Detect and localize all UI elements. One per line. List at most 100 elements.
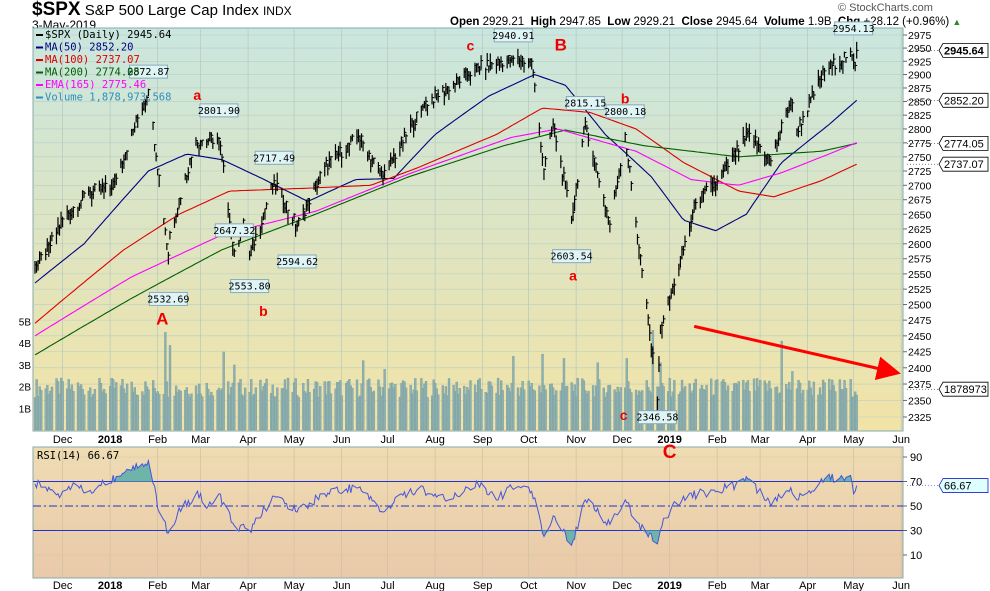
ma-value-tag: 2737.07 [907, 156, 989, 172]
volume-bar [40, 390, 43, 431]
price-annotation: 2815.15 [564, 96, 606, 111]
volume-bar [490, 385, 494, 431]
rsi-tick-label: 30 [910, 526, 922, 538]
time-tick-label: Jul [381, 580, 395, 591]
price-tick-label: 2975 [908, 30, 932, 42]
time-tick-label: Feb [708, 580, 727, 591]
annotation-value: 2815.15 [564, 99, 606, 110]
wave-label: c [466, 37, 474, 53]
time-tick-label: Aug [425, 434, 445, 446]
price-tick-label: 2600 [908, 239, 932, 251]
series-line-ma200 [34, 129, 857, 356]
annotation-value: 2553.80 [229, 282, 271, 293]
volume-bar [50, 386, 54, 431]
volume-bar [544, 389, 547, 431]
high-value: 2947.85 [559, 16, 601, 28]
price-annotation: 2717.49 [253, 150, 295, 165]
time-tick-label: Dec [53, 434, 73, 446]
price-panel [32, 27, 904, 432]
wave-label: a [193, 87, 201, 103]
legend-text: $SPX (Daily) 2945.64 [45, 29, 171, 41]
annotation-box [214, 223, 254, 238]
last-price-tag-box [938, 42, 989, 58]
annotation-value: 2801.90 [198, 106, 240, 117]
annotation-box [605, 104, 645, 119]
time-tick-label: Dec [612, 580, 632, 591]
annotation-value: 2346.58 [636, 413, 678, 424]
volume-bar [297, 397, 300, 431]
wave-label: a [569, 268, 577, 284]
annotation-box [128, 64, 168, 79]
price-tick-label: 2500 [908, 300, 932, 312]
volume-bar [222, 351, 225, 431]
chart-title: $SPX S&P 500 Large Cap Index INDX [32, 0, 292, 21]
volume-bar [469, 380, 472, 431]
volume-bar [844, 388, 848, 431]
volume-bar [115, 382, 118, 431]
volume-value-tag-text: 1878973 [944, 384, 987, 396]
ma-value-tag-box [938, 156, 989, 172]
annotation-box [254, 150, 294, 165]
volume-bar [651, 330, 655, 431]
time-tick-label: Dec [53, 580, 73, 591]
legend-text: MA(50) 2852.20 [45, 42, 134, 54]
time-tick-label: 2019 [657, 434, 681, 446]
time-tick-label: May [284, 434, 305, 446]
volume-bar [447, 378, 451, 431]
time-tick-label: 2019 [657, 580, 681, 591]
volume-bar [801, 389, 805, 431]
volume-bar [812, 381, 816, 431]
volume-bar [619, 387, 622, 431]
volume-bar [480, 389, 483, 431]
annotation-box [565, 96, 605, 111]
annotation-box [834, 21, 874, 36]
volume-bar [404, 387, 408, 431]
price-tick-label: 2350 [908, 395, 932, 407]
legend-text: EMA(165) 2775.46 [45, 79, 146, 91]
wave-label: c [620, 407, 628, 423]
volume-bar [329, 393, 333, 431]
volume-bar [211, 395, 215, 431]
price-tick-label: 2900 [908, 70, 932, 82]
volume-bar [512, 356, 515, 431]
price-annotation: 2346.58 [636, 410, 678, 425]
legend-text: MA(200) 2774.05 [45, 67, 140, 79]
open-value: 2929.21 [482, 16, 525, 28]
volume-bar [598, 379, 601, 431]
ma-value-tag-text: 2852.20 [944, 95, 984, 107]
volume-bar [673, 380, 676, 431]
volume-bar [565, 385, 569, 431]
rsi-tick-label: 90 [910, 452, 922, 464]
volume-bar [780, 340, 783, 431]
volume-bar [179, 390, 182, 431]
price-tick-label: 2550 [908, 269, 932, 281]
volume-bar [834, 391, 837, 431]
volume-bar [608, 384, 612, 431]
annotation-value: 2717.49 [253, 153, 295, 164]
wave-label: B [555, 35, 567, 54]
time-tick-label: Jun [333, 580, 351, 591]
rsi-overbought-fill [35, 460, 857, 482]
time-tick-label: May [843, 580, 864, 591]
price-tick-label: 2375 [908, 379, 932, 391]
time-tick-label: Feb [148, 580, 167, 591]
volume-bar [340, 395, 343, 431]
volume-bar [587, 390, 590, 431]
rsi-tick-label: 10 [910, 550, 922, 562]
annotation-value: 2940.91 [492, 31, 534, 42]
ma-value-tag: 2774.05 [907, 135, 989, 151]
volume-bar [147, 389, 150, 431]
rsi-tick-label: 50 [910, 501, 922, 513]
time-tick-label: Apr [799, 434, 816, 446]
price-tick-label: 2325 [908, 412, 932, 424]
price-annotation: 2954.13 [833, 21, 875, 36]
time-tick-label: Feb [708, 434, 727, 446]
volume-tick-label: 5B [19, 318, 32, 329]
wave-label: b [621, 90, 630, 106]
ma-value-tag-box [938, 92, 989, 108]
change-value: +28.12 (+0.96%) [863, 16, 950, 28]
volume-bar [362, 360, 365, 431]
price-annotation: 2872.87 [127, 64, 170, 79]
time-tick-label: Apr [240, 434, 257, 446]
volume-bar [372, 390, 376, 431]
